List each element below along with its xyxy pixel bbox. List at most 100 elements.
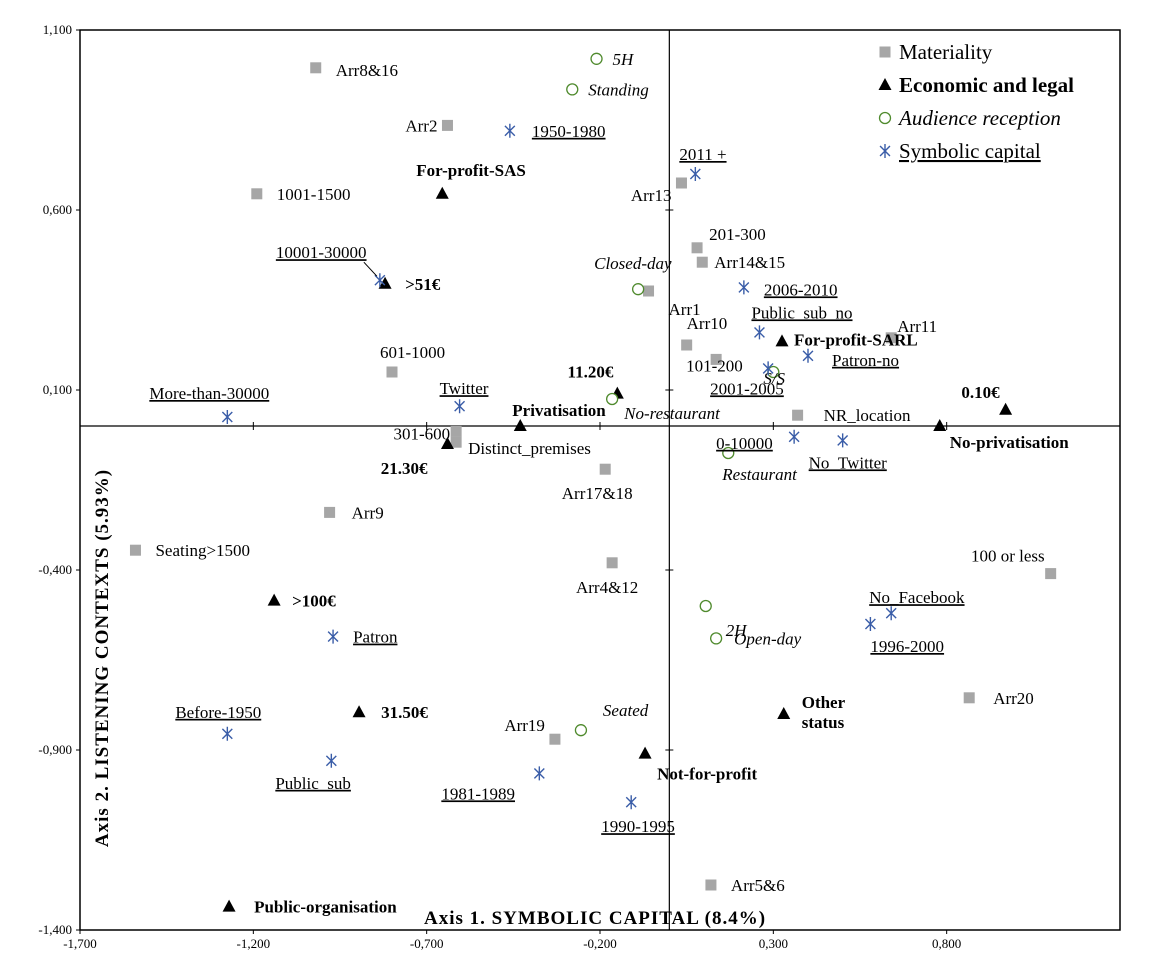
point-label: 201-300 [709,225,766,244]
y-axis-title: Axis 2. LISTENING CONTEXTS (5.93%) [92,469,113,847]
legend-marker-triangle [878,78,892,90]
legend-marker-circle [878,111,892,125]
point-label: Seated [603,701,649,720]
point-asterisk [221,726,233,741]
x-tick-label: -1,700 [63,936,97,951]
point-asterisk [802,348,814,363]
point-label: Arr5&6 [731,876,785,895]
point-square [251,188,263,200]
point-label: 5H [613,50,636,69]
point-label: No-restaurant [623,404,721,423]
point-triangle [440,437,454,449]
point-label: Closed-day [594,254,672,273]
point-label: 0.10€ [961,383,1000,402]
point-label: Arr1 [669,300,701,319]
point-label: Standing [588,80,648,99]
point-label: Privatisation [512,401,606,420]
point-label: 10001-30000 [276,243,367,262]
point-label: 1950-1980 [532,122,606,141]
point-label: Open-day [734,629,801,648]
legend-item-label: Symbolic capital [899,139,1041,163]
point-label: Public_sub [275,774,351,793]
point-label: No-privatisation [950,433,1070,452]
point-label: More-than-30000 [149,384,269,403]
point-square [691,242,703,254]
point-asterisk [689,167,701,181]
point-circle [590,52,603,65]
point-label: Arr2 [405,116,437,135]
x-tick-label: 0,300 [759,936,788,951]
point-square [129,544,141,556]
y-tick-label: -0,400 [38,562,72,577]
point-label: Other status [802,693,846,732]
point-square [963,692,975,704]
point-label: >51€ [405,275,441,294]
point-label: Patron-no [832,351,899,370]
point-asterisk [504,123,516,138]
point-square [885,332,897,344]
y-tick-label: 0,100 [43,382,72,397]
point-label: Seating>1500 [155,541,250,560]
y-tick-label: -0,900 [38,742,72,757]
point-label: 100 or less [971,547,1045,566]
x-tick-label: -0,200 [583,936,617,951]
point-asterisk [625,795,637,810]
point-circle [722,446,735,460]
point-label: Arr10 [687,314,728,333]
point-label: Patron [353,628,398,647]
point-square [450,425,462,437]
series-square: Arr8&16 Arr2 1001-1500 Arr13 201-300 Arr14&15… [129,61,1057,895]
legend: Materiality Economic and legal Audience re… [878,40,1074,163]
point-asterisk [837,433,849,448]
point-asterisk [374,273,386,288]
point-asterisk [885,606,897,621]
point-asterisk [327,629,339,644]
x-axis-title: Axis 1. SYMBOLIC CAPITAL (8.4%) [424,908,766,929]
point-circle [699,599,712,613]
x-tick-label: 0,800 [932,936,961,951]
point-triangle [435,186,449,199]
y-tick-label: 1,100 [43,22,72,37]
point-square [310,62,322,74]
point-circle [631,283,645,296]
point-triangle [378,276,392,289]
point-square [450,436,462,448]
point-label: Arr17&18 [562,484,633,503]
point-label: 101-200 [686,356,743,375]
point-square [792,409,804,421]
point-label: Public_sub_no [751,303,852,322]
point-label: 21.30€ [381,459,428,478]
plot-frame [79,29,1121,931]
point-triangle [222,899,236,912]
point-label: For-profit-SAS [416,161,526,180]
point-square [599,463,611,475]
point-label: 1001-1500 [277,185,351,204]
point-label: NR_location [824,406,911,425]
point-square [386,366,398,378]
point-square [606,557,618,569]
point-circle [605,392,619,406]
point-triangle [352,705,366,718]
point-label: Before-1950 [175,703,261,722]
point-triangle [777,707,791,719]
point-label: Distinct_premises [468,439,591,458]
point-label: Arr8&16 [336,61,398,80]
point-label: For-profit-SARL [794,330,918,349]
point-label: Arr20 [993,689,1034,708]
point-square [710,353,722,365]
point-label: 2H [726,621,749,640]
point-asterisk [533,766,545,781]
point-label: Twitter [440,379,489,398]
point-label: Arr14&15 [714,253,785,272]
legend-item-label: Materiality [899,40,993,64]
point-label: Public-organisation [254,898,397,917]
point-square [705,879,717,891]
point-label: Not-for-profit [657,765,757,784]
series-triangle: For-profit-SAS >51€ For-profit-SARL 11.20€ 0… [222,161,1070,917]
point-label: 601-1000 [380,343,445,362]
y-tick-label: 0,600 [43,202,72,217]
point-label: Arr13 [631,186,672,205]
point-label: 11.20€ [568,363,614,382]
point-triangle [638,746,652,759]
